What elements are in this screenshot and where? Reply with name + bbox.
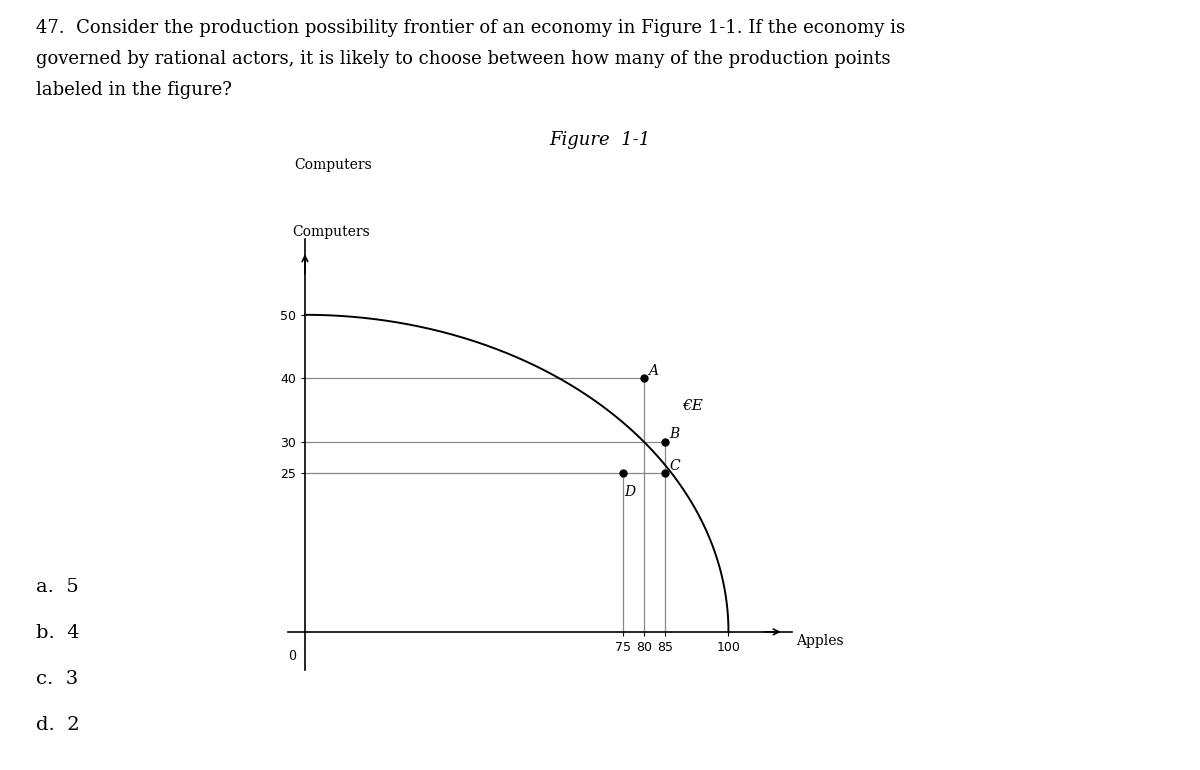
Text: Figure  1-1: Figure 1-1 bbox=[550, 131, 650, 149]
Text: C: C bbox=[670, 459, 680, 473]
Text: governed by rational actors, it is likely to choose between how many of the prod: governed by rational actors, it is likel… bbox=[36, 50, 890, 68]
Text: A: A bbox=[648, 364, 658, 378]
Text: d.  2: d. 2 bbox=[36, 716, 79, 734]
Text: c.  3: c. 3 bbox=[36, 670, 78, 688]
Text: labeled in the figure?: labeled in the figure? bbox=[36, 81, 232, 99]
Text: 0: 0 bbox=[288, 651, 296, 664]
Text: D: D bbox=[625, 484, 636, 498]
Text: Computers: Computers bbox=[293, 225, 370, 239]
Text: 47.  Consider the production possibility frontier of an economy in Figure 1-1. I: 47. Consider the production possibility … bbox=[36, 19, 905, 37]
Text: Computers: Computers bbox=[294, 158, 372, 172]
Text: b.  4: b. 4 bbox=[36, 624, 79, 641]
Text: a.  5: a. 5 bbox=[36, 578, 79, 595]
Text: €E: €E bbox=[682, 399, 703, 413]
Text: Apples: Apples bbox=[797, 634, 844, 648]
Text: B: B bbox=[670, 427, 679, 441]
